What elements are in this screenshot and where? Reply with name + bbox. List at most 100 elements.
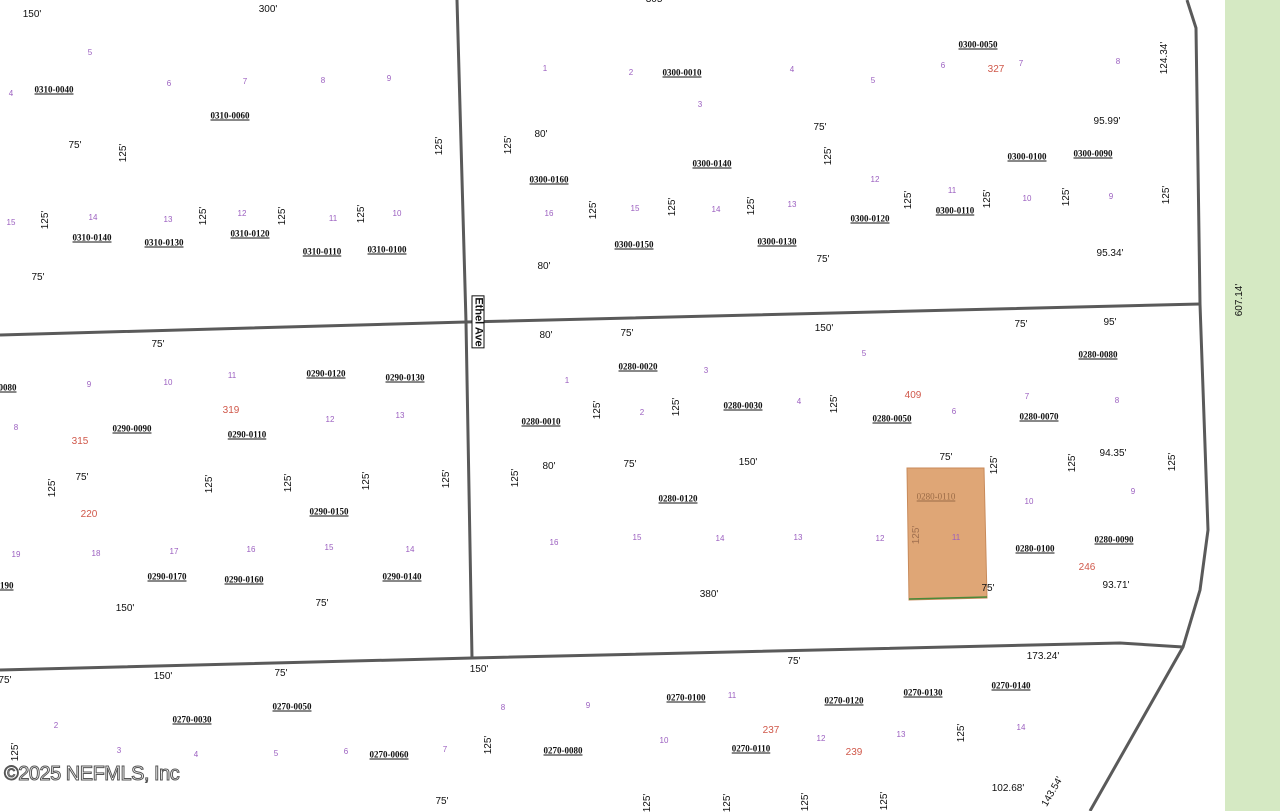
parcel-id-label[interactable]: 0290-0170: [147, 571, 187, 582]
dimension-label: 125': [510, 468, 521, 488]
dimension-label: 380': [699, 589, 719, 600]
parcel-id-label[interactable]: 0280-0100: [1015, 543, 1055, 554]
dimension-label: 75': [435, 796, 449, 807]
parcel-id-label[interactable]: 0310-0100: [367, 244, 407, 255]
lot-number-label: 2: [53, 721, 59, 730]
parcel-id-label[interactable]: 0280-0050: [872, 413, 912, 424]
dimension-label: 125': [667, 197, 678, 217]
lot-number-label: 4: [796, 397, 802, 406]
copyright-watermark: ©2025 NEFMLS, Inc: [3, 763, 180, 786]
dimension-label: 300': [258, 4, 278, 15]
block-line-middle: [0, 302, 1201, 337]
parcel-id-label[interactable]: 0310-0040: [34, 84, 74, 95]
dimension-label: 95.99': [1093, 116, 1121, 127]
parcel-id-label[interactable]: 0300-0090: [1073, 148, 1113, 159]
lot-number-label: 11: [727, 691, 737, 700]
parcel-id-label[interactable]: 0310-0130: [144, 237, 184, 248]
parcel-id-label[interactable]: 0300-0120: [850, 213, 890, 224]
parcel-id-label[interactable]: 0270-0050: [272, 701, 312, 712]
lot-number-label: 10: [392, 209, 402, 218]
lot-number-label: 14: [711, 205, 721, 214]
lot-number-label: 14: [715, 534, 725, 543]
dimension-label: 75': [315, 598, 329, 609]
lot-number-label: 12: [325, 415, 335, 424]
parcel-id-label[interactable]: 0290-0120: [306, 368, 346, 379]
lot-number-label: 16: [549, 538, 559, 547]
parcel-id-label[interactable]: 0290-0130: [385, 372, 425, 383]
parcel-id-label[interactable]: 0270-0060: [369, 749, 409, 760]
parcel-id-label[interactable]: 0290-0160: [224, 574, 264, 585]
parcel-id-label[interactable]: 0270-0120: [824, 695, 864, 706]
parcel-id-label[interactable]: 0290-0140: [382, 571, 422, 582]
dimension-label: 75': [151, 339, 165, 350]
dimension-label: 150': [22, 9, 42, 20]
lot-number-label: 5: [870, 76, 876, 85]
parcel-id-label[interactable]: 0270-0140: [991, 680, 1031, 691]
parcel-id-label[interactable]: 0290-0080: [0, 382, 17, 393]
selected-parcel-0280-0110[interactable]: [906, 467, 988, 601]
parcel-id-label[interactable]: 0290-0110: [227, 429, 267, 440]
parcel-id-label[interactable]: 0280-0090: [1094, 534, 1134, 545]
boundary-line-east: [1088, 0, 1210, 811]
parcel-id-label[interactable]: 0270-0130: [903, 687, 943, 698]
house-number-label: 239: [845, 747, 863, 758]
parcel-id-label[interactable]: 0270-0100: [666, 692, 706, 703]
dimension-label: 125': [722, 793, 733, 812]
parcel-id-label[interactable]: 0280-0120: [658, 493, 698, 504]
lot-number-label: 8: [1114, 396, 1120, 405]
parcel-id-label[interactable]: 0300-0110: [935, 205, 975, 216]
dimension-label: 80': [539, 330, 553, 341]
lot-number-label: 10: [659, 736, 669, 745]
lot-number-label: 11: [947, 186, 957, 195]
block-line-bottom: [0, 641, 1184, 672]
house-number-label: 246: [1078, 562, 1096, 573]
dimension-label: 95.34': [1096, 248, 1124, 259]
dimension-label: 125': [40, 210, 51, 230]
parcel-id-label[interactable]: 0310-0110: [302, 246, 342, 257]
dimension-label: 150': [738, 457, 758, 468]
lot-number-label: 7: [1024, 392, 1030, 401]
parcel-id-label[interactable]: 0270-0080: [543, 745, 583, 756]
lot-number-label: 11: [951, 533, 961, 542]
parcel-id-label[interactable]: 0280-0070: [1019, 411, 1059, 422]
parcel-id-label[interactable]: 0290-0090: [112, 423, 152, 434]
parcel-id-label[interactable]: 0300-0150: [614, 239, 654, 250]
dimension-label: 75': [0, 675, 12, 686]
parcel-id-label[interactable]: 0300-0140: [692, 158, 732, 169]
lot-number-label: 15: [6, 218, 16, 227]
lot-number-label: 6: [166, 79, 172, 88]
dimension-label: 75': [787, 656, 801, 667]
parcel-id-label[interactable]: 0300-0010: [662, 67, 702, 78]
dimension-label: 102.68': [991, 783, 1025, 794]
parcel-id-label[interactable]: 0280-0110: [916, 491, 956, 502]
lot-number-label: 13: [395, 411, 405, 420]
dimension-label: 75': [68, 140, 82, 151]
dimension-label: 75': [274, 668, 288, 679]
parcel-id-label[interactable]: 0280-0030: [723, 400, 763, 411]
parcel-id-label[interactable]: 0280-0020: [618, 361, 658, 372]
selected-parcel-bottom-edge: [908, 596, 988, 600]
parcel-id-label[interactable]: 0300-0130: [757, 236, 797, 247]
lot-number-label: 12: [816, 734, 826, 743]
parcel-id-label[interactable]: 0300-0160: [529, 174, 569, 185]
lot-number-label: 7: [1018, 59, 1024, 68]
dimension-label: 125': [903, 190, 914, 210]
parcel-id-label[interactable]: 0280-0080: [1078, 349, 1118, 360]
parcel-id-label[interactable]: 0300-0050: [958, 39, 998, 50]
dimension-label: 75': [31, 272, 45, 283]
dimension-label: 125': [1167, 452, 1178, 472]
parcel-id-label[interactable]: 0310-0120: [230, 228, 270, 239]
parcel-id-label[interactable]: 0270-0110: [731, 743, 771, 754]
parcel-id-label[interactable]: 0310-0140: [72, 232, 112, 243]
lot-number-label: 17: [169, 547, 179, 556]
parcel-id-label[interactable]: 0310-0060: [210, 110, 250, 121]
lot-number-label: 2: [639, 408, 645, 417]
lot-number-label: 12: [870, 175, 880, 184]
dimension-label: 80': [537, 261, 551, 272]
parcel-id-label[interactable]: 0270-0030: [172, 714, 212, 725]
parcel-id-label[interactable]: 0280-0010: [521, 416, 561, 427]
parcel-id-label[interactable]: 0300-0100: [1007, 151, 1047, 162]
parcel-id-label[interactable]: 0290-0150: [309, 506, 349, 517]
